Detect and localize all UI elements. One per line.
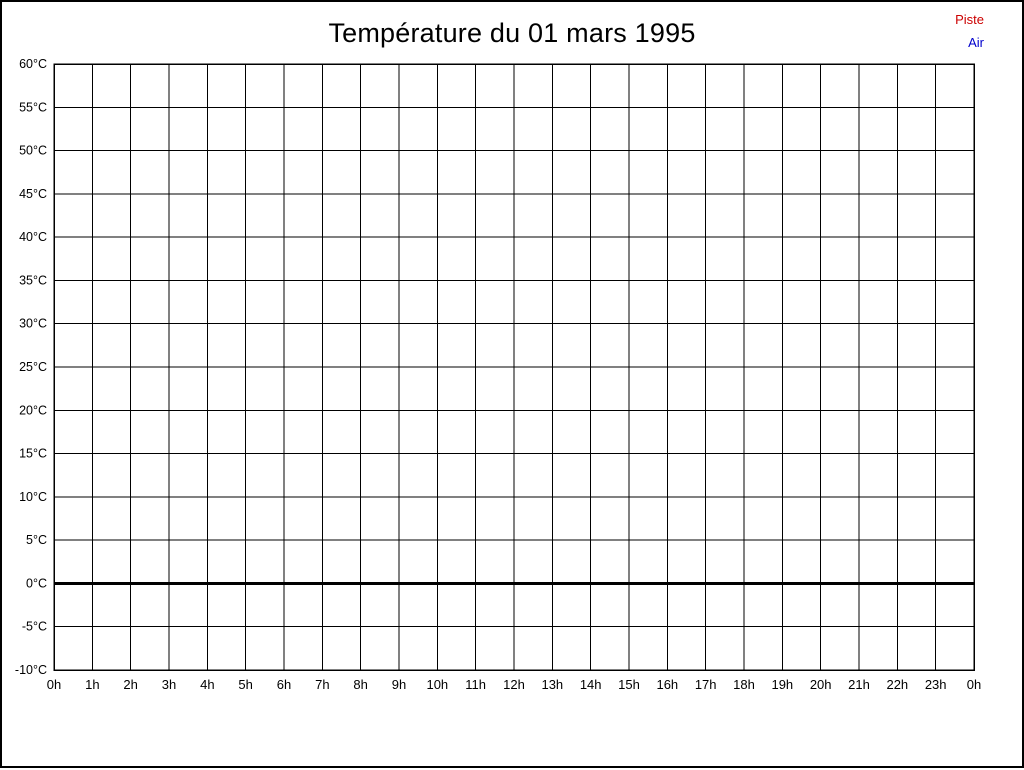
x-tick-label: 3h xyxy=(162,677,176,692)
x-tick-label: 7h xyxy=(315,677,329,692)
chart-legend: Piste Air xyxy=(955,13,984,59)
x-tick-label: 0h xyxy=(47,677,61,692)
x-tick-label: 23h xyxy=(925,677,947,692)
y-tick-label: -5°C xyxy=(22,620,47,634)
x-tick-label: 8h xyxy=(353,677,367,692)
x-tick-label: 15h xyxy=(618,677,640,692)
legend-item-air: Air xyxy=(968,35,984,50)
x-tick-label: 4h xyxy=(200,677,214,692)
y-tick-label: 0°C xyxy=(26,576,47,590)
x-tick-label: 0h xyxy=(967,677,981,692)
x-tick-label: 1h xyxy=(85,677,99,692)
x-tick-label: 20h xyxy=(810,677,832,692)
x-tick-label: 2h xyxy=(123,677,137,692)
y-tick-label: -10°C xyxy=(15,663,47,677)
y-tick-label: 35°C xyxy=(19,273,47,287)
y-tick-label: 15°C xyxy=(19,447,47,461)
x-tick-label: 5h xyxy=(238,677,252,692)
x-tick-label: 22h xyxy=(886,677,908,692)
x-tick-label: 18h xyxy=(733,677,755,692)
x-tick-label: 12h xyxy=(503,677,525,692)
y-tick-label: 50°C xyxy=(19,144,47,158)
x-tick-label: 19h xyxy=(771,677,793,692)
y-tick-label: 30°C xyxy=(19,317,47,331)
plot-border xyxy=(53,63,975,671)
y-tick-label: 40°C xyxy=(19,230,47,244)
x-tick-label: 9h xyxy=(392,677,406,692)
chart-title: Température du 01 mars 1995 xyxy=(328,18,696,48)
y-tick-label: 45°C xyxy=(19,187,47,201)
y-tick-label: 10°C xyxy=(19,490,47,504)
x-tick-label: 14h xyxy=(580,677,602,692)
y-tick-label: 5°C xyxy=(26,533,47,547)
y-tick-label: 60°C xyxy=(19,57,47,71)
x-tick-label: 21h xyxy=(848,677,870,692)
legend-item-piste: Piste xyxy=(955,12,984,27)
x-tick-label: 6h xyxy=(277,677,291,692)
y-tick-label: 20°C xyxy=(19,403,47,417)
x-tick-label: 17h xyxy=(695,677,717,692)
y-tick-label: 55°C xyxy=(19,100,47,114)
x-tick-label: 10h xyxy=(426,677,448,692)
x-tick-label: 13h xyxy=(541,677,563,692)
x-tick-label: 16h xyxy=(656,677,678,692)
x-tick-label: 11h xyxy=(465,677,486,692)
y-tick-label: 25°C xyxy=(19,360,47,374)
